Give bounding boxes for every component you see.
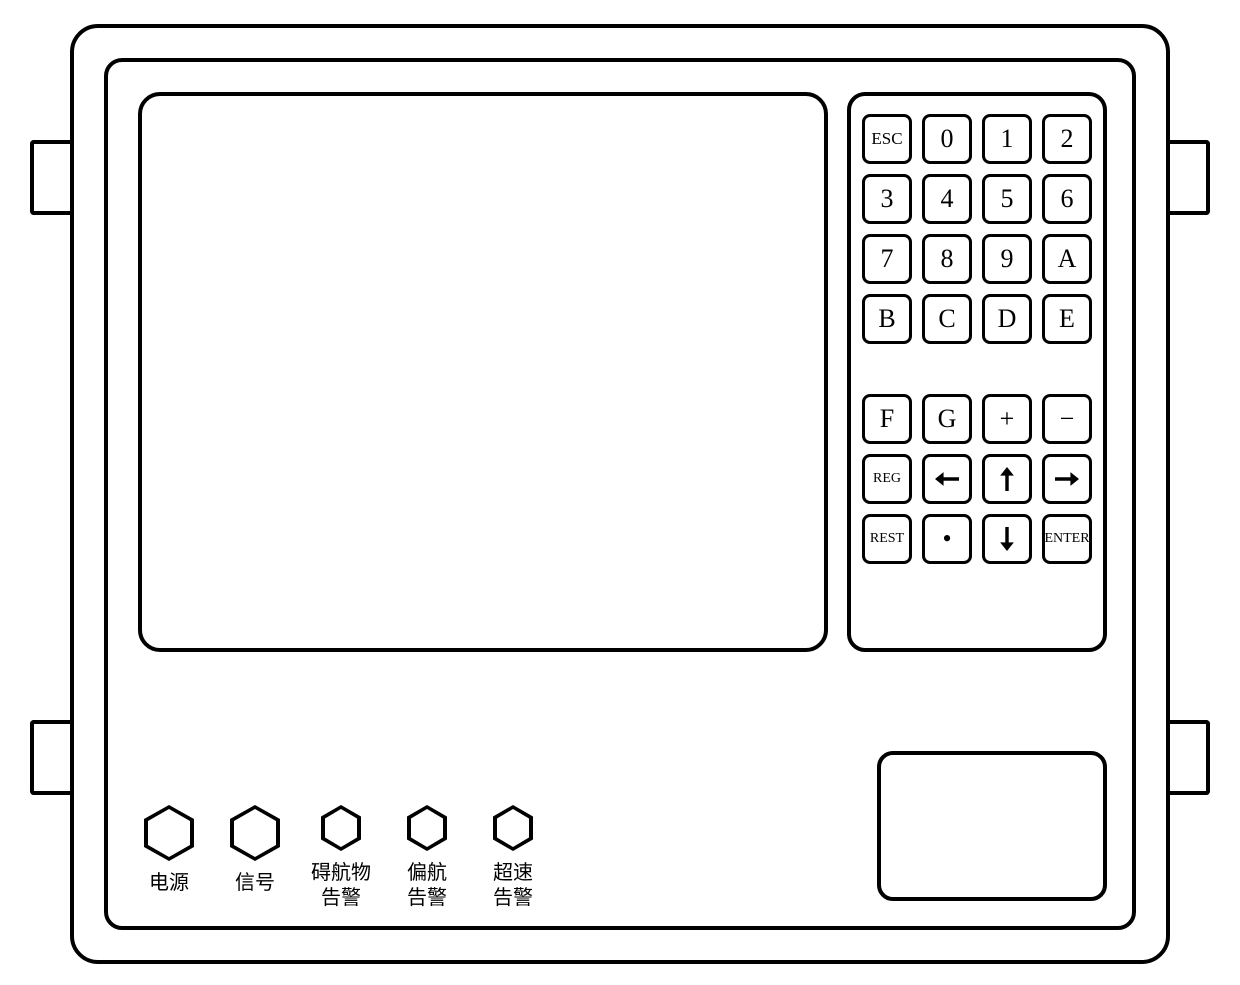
key-label: D [998,304,1017,334]
key-k8[interactable]: 8 [922,234,972,284]
mount-tab-top-left [30,140,70,215]
key-label: 0 [941,124,954,154]
key-label: 9 [1001,244,1014,274]
key-minus[interactable]: − [1042,394,1092,444]
key-label: 8 [941,244,954,274]
key-label: + [1000,404,1015,434]
indicator-label: 超速 告警 [493,861,533,911]
key-kB[interactable]: B [862,294,912,344]
key-left[interactable] [922,454,972,504]
key-label: − [1060,404,1075,434]
indicator-row: 电源 信号 碍航物 告警偏航 告警 超速 告警 [138,805,544,911]
key-k5[interactable]: 5 [982,174,1032,224]
key-dot[interactable]: • [922,514,972,564]
key-label: G [938,404,957,434]
key-right[interactable] [1042,454,1092,504]
key-label: 6 [1061,184,1074,214]
key-up[interactable] [982,454,1032,504]
aux-panel [877,751,1107,901]
key-kG[interactable]: G [922,394,972,444]
indicator-led-power [144,805,194,861]
indicator-obstacle: 碍航物 告警 [310,805,372,911]
key-label: 1 [1001,124,1014,154]
key-label: ESC [871,129,902,149]
key-rest[interactable]: REST [862,514,912,564]
key-kD[interactable]: D [982,294,1032,344]
key-kE[interactable]: E [1042,294,1092,344]
indicator-offcourse: 偏航 告警 [396,805,458,911]
indicator-label: 电源 [149,871,189,896]
key-k3[interactable]: 3 [862,174,912,224]
key-esc[interactable]: ESC [862,114,912,164]
indicator-led-obstacle [321,805,361,851]
key-label: • [942,524,951,554]
key-label: 3 [881,184,894,214]
key-label: REST [870,531,904,547]
key-label: 5 [1001,184,1014,214]
key-reg[interactable]: REG [862,454,912,504]
display-screen [138,92,828,652]
key-label: ENTER [1044,531,1089,547]
key-label: 2 [1061,124,1074,154]
key-k7[interactable]: 7 [862,234,912,284]
mount-tab-bottom-right [1170,720,1210,795]
key-k2[interactable]: 2 [1042,114,1092,164]
indicator-signal: 信号 [224,805,286,896]
key-label: C [938,304,955,334]
keypad-panel: ESC 0 1 2 3 4 5 6 7 8 9 A B C D E F G + − REG REST • ENTER [847,92,1107,652]
indicator-led-offcourse [407,805,447,851]
indicator-label: 信号 [235,871,275,896]
key-k9[interactable]: 9 [982,234,1032,284]
key-k0[interactable]: 0 [922,114,972,164]
key-k4[interactable]: 4 [922,174,972,224]
key-down[interactable] [982,514,1032,564]
key-label: B [878,304,895,334]
inner-frame: ESC 0 1 2 3 4 5 6 7 8 9 A B C D E F G + − REG REST • ENTER 电源 信… [104,58,1136,930]
indicator-label: 碍航物 告警 [311,861,371,911]
keypad-block-bottom: F G + − REG REST • ENTER [862,394,1092,564]
key-plus[interactable]: + [982,394,1032,444]
key-label: F [880,404,894,434]
key-label: E [1059,304,1075,334]
keypad-block-top: ESC 0 1 2 3 4 5 6 7 8 9 A B C D E [862,114,1092,344]
key-kC[interactable]: C [922,294,972,344]
key-k6[interactable]: 6 [1042,174,1092,224]
key-kF[interactable]: F [862,394,912,444]
key-k1[interactable]: 1 [982,114,1032,164]
indicator-led-signal [230,805,280,861]
device-body: ESC 0 1 2 3 4 5 6 7 8 9 A B C D E F G + − REG REST • ENTER 电源 信… [70,24,1170,964]
indicator-power: 电源 [138,805,200,896]
key-label: 7 [881,244,894,274]
indicator-label: 偏航 告警 [407,861,447,911]
indicator-overspeed: 超速 告警 [482,805,544,911]
key-kA[interactable]: A [1042,234,1092,284]
indicator-led-overspeed [493,805,533,851]
mount-tab-top-right [1170,140,1210,215]
mount-tab-bottom-left [30,720,70,795]
key-label: A [1058,244,1077,274]
key-label: REG [873,471,901,487]
key-label: 4 [941,184,954,214]
key-enter[interactable]: ENTER [1042,514,1092,564]
